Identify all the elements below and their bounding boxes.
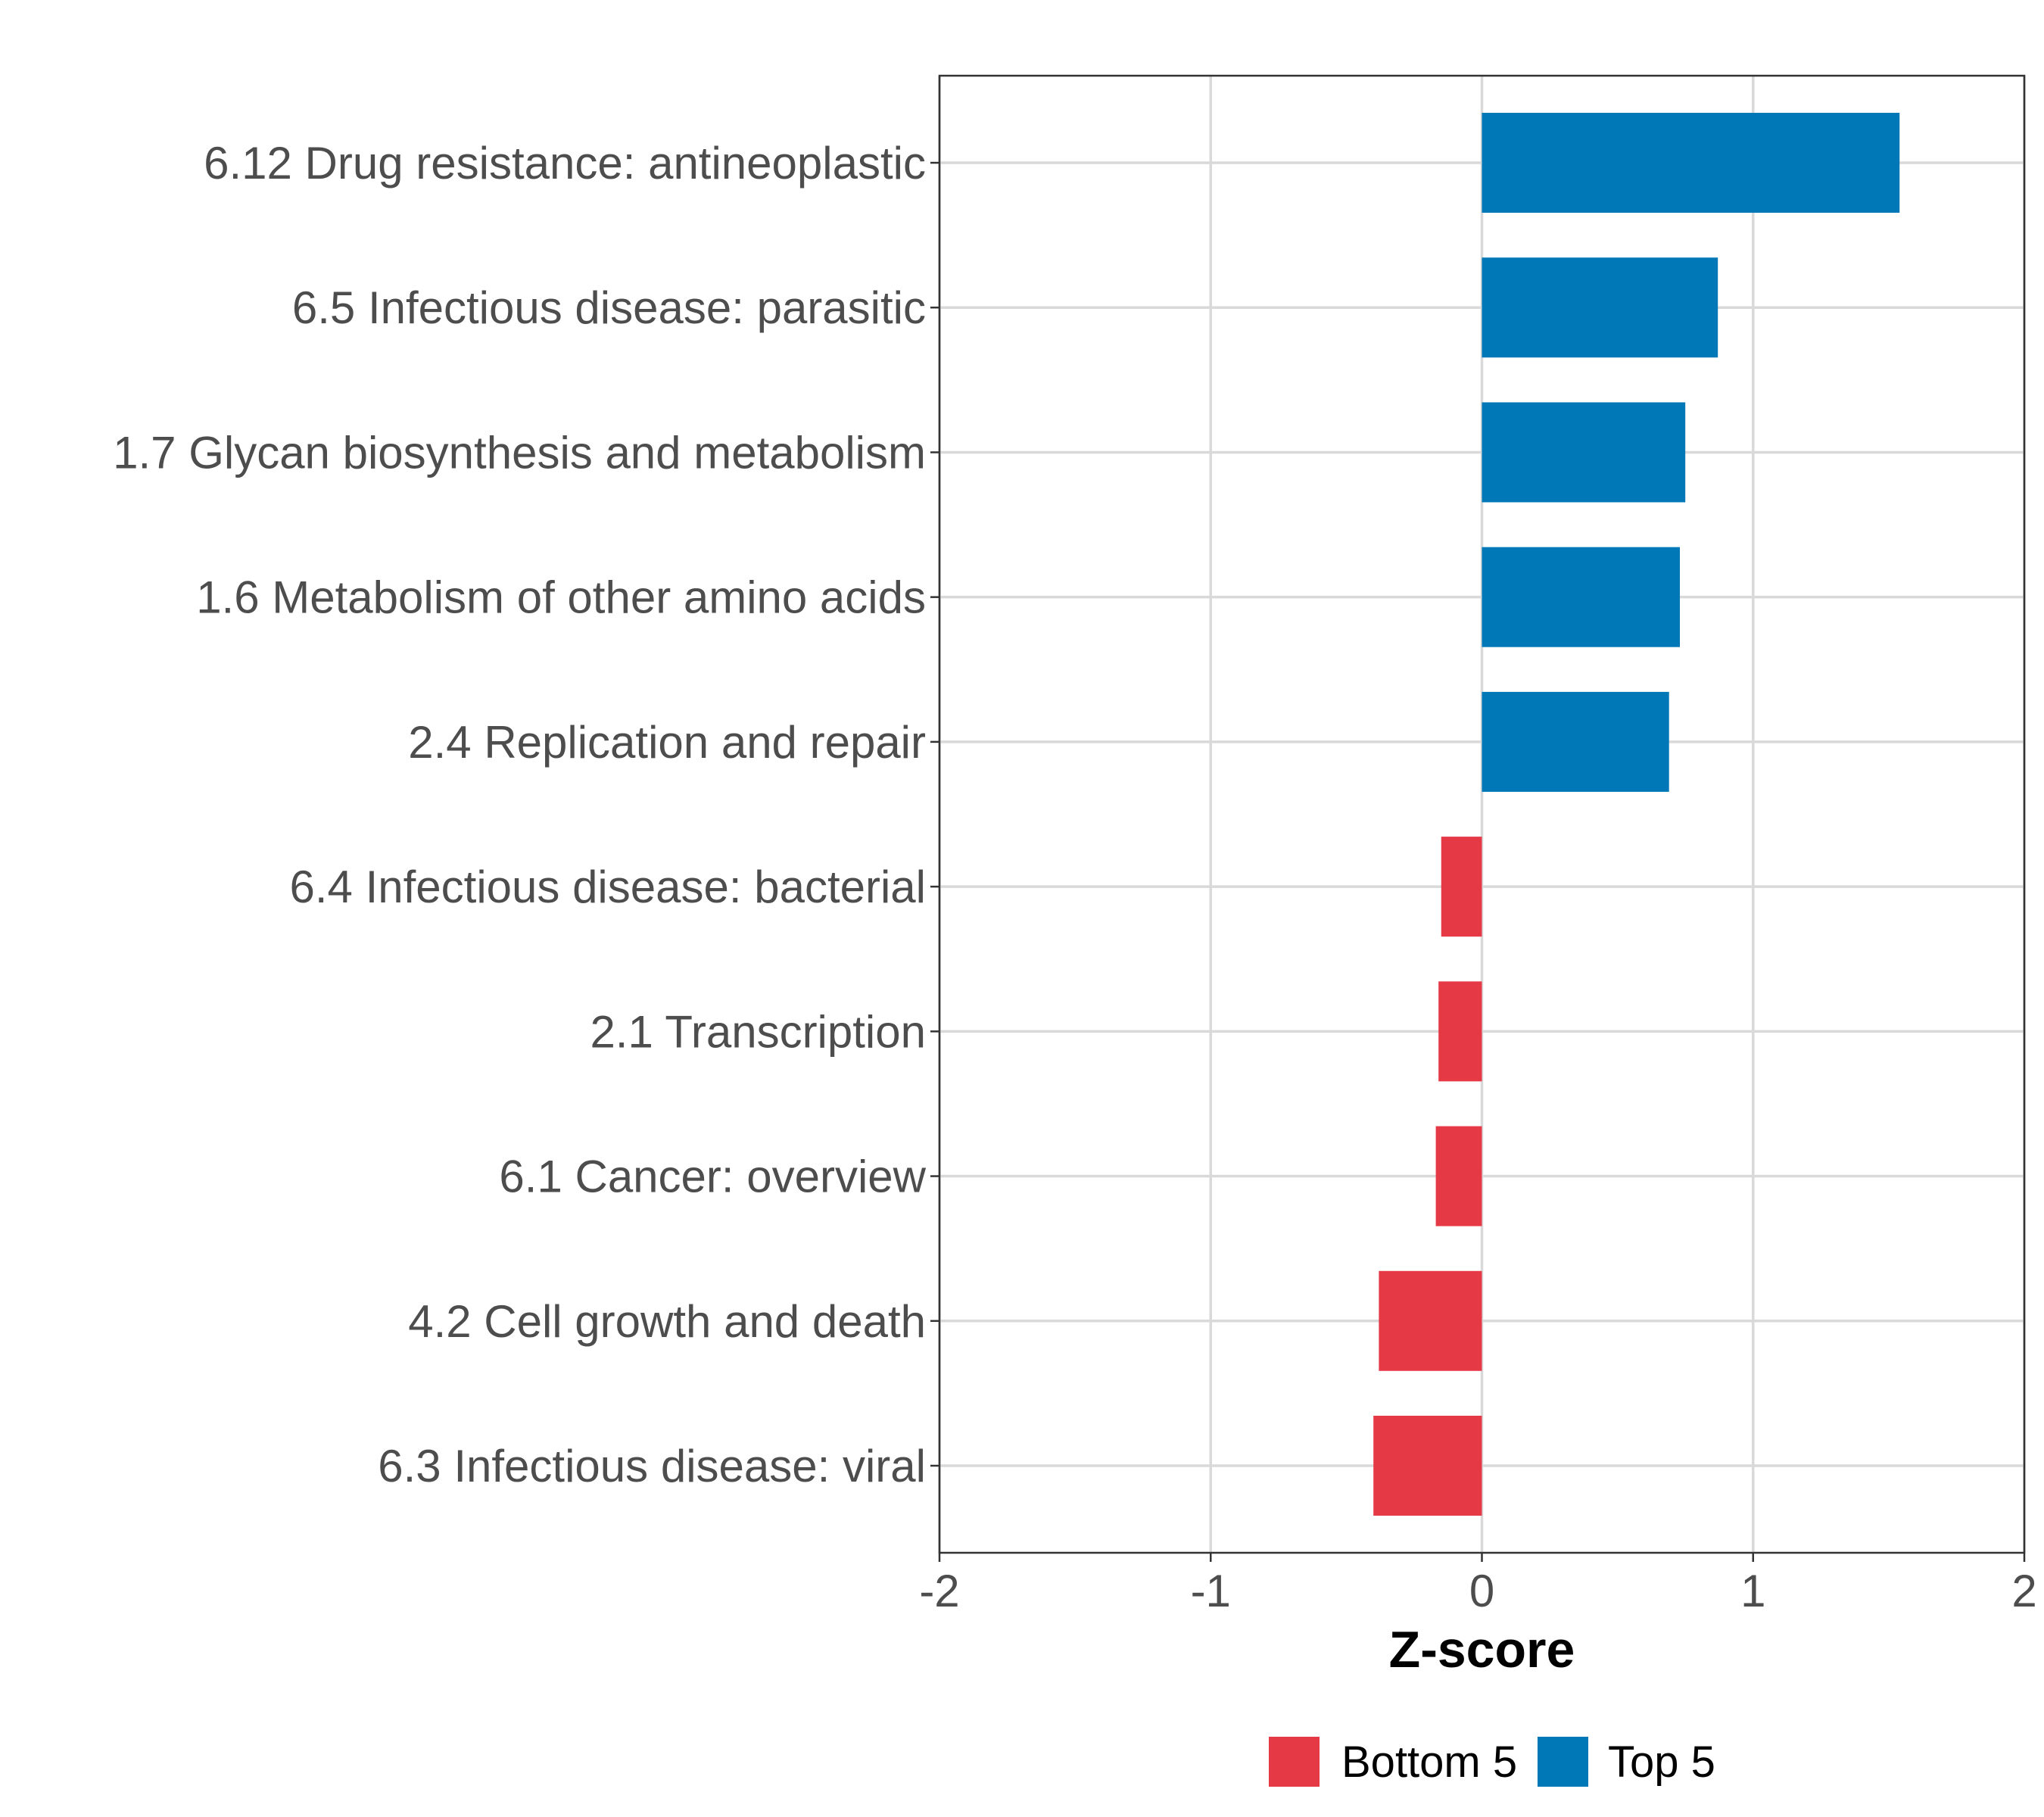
y-tick-label: 6.3 Infectious disease: viral xyxy=(378,1441,926,1491)
x-tick-label: 0 xyxy=(1469,1566,1494,1616)
x-axis-title: Z-score xyxy=(1389,1621,1575,1678)
y-tick-label: 2.4 Replication and repair xyxy=(408,717,926,768)
legend-label: Bottom 5 xyxy=(1341,1738,1517,1787)
y-tick-label: 6.5 Infectious disease: parasitic xyxy=(292,282,926,333)
bar xyxy=(1482,402,1686,503)
y-axis: 6.12 Drug resistance: antineoplastic 6.5 … xyxy=(113,138,939,1491)
x-tick-label: -2 xyxy=(919,1566,959,1616)
y-tick-label: 1.7 Glycan biosynthesis and metabolism xyxy=(113,427,926,478)
legend-label: Top 5 xyxy=(1608,1738,1715,1787)
bars xyxy=(1373,113,1900,1516)
x-tick-label: -1 xyxy=(1191,1566,1231,1616)
x-tick-label: 2 xyxy=(2011,1566,2036,1616)
bar xyxy=(1482,547,1681,647)
x-tick-label: 1 xyxy=(1740,1566,1765,1616)
legend-swatch xyxy=(1269,1737,1320,1787)
bar xyxy=(1441,837,1482,937)
bar xyxy=(1482,113,1900,213)
y-tick-label: 6.1 Cancer: overview xyxy=(499,1152,926,1202)
bar xyxy=(1373,1416,1482,1516)
bar xyxy=(1482,257,1718,358)
y-tick-label: 4.2 Cell growth and death xyxy=(408,1296,926,1347)
bar xyxy=(1435,1126,1482,1226)
y-tick-label: 1.6 Metabolism of other amino acids xyxy=(196,572,926,623)
y-tick-label: 6.12 Drug resistance: antineoplastic xyxy=(204,138,926,189)
bar xyxy=(1438,981,1482,1082)
legend-swatch xyxy=(1538,1737,1588,1787)
bar xyxy=(1482,691,1669,792)
y-tick-label: 6.4 Infectious disease: bacterial xyxy=(290,862,927,912)
legend: Bottom 5 Top 5 xyxy=(1269,1737,1715,1787)
bar xyxy=(1379,1270,1482,1371)
y-tick-label: 2.1 Transcription xyxy=(590,1006,926,1057)
x-axis: -2 -1 0 1 2 xyxy=(919,1553,2037,1616)
